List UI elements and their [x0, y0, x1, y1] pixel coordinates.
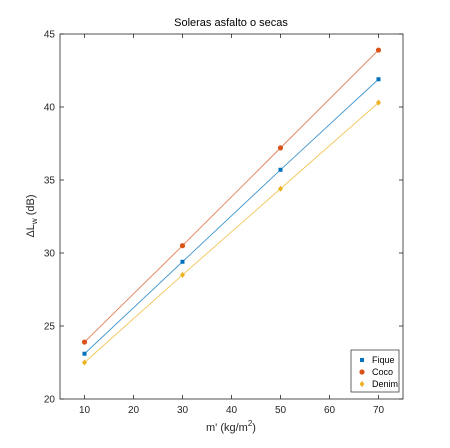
data-point-fique — [180, 259, 185, 264]
x-tick-label: 60 — [324, 405, 336, 416]
legend: Fique Coco Denim — [350, 349, 400, 393]
x-tick-label: 30 — [177, 405, 189, 416]
fit-line-coco — [84, 49, 379, 343]
data-point-denim — [82, 359, 87, 366]
data-point-fique — [278, 167, 283, 172]
x-axis-ticks: 10 20 30 40 50 60 70 — [79, 34, 385, 416]
y-tick-label: 45 — [44, 30, 56, 41]
x-axis-title: m' (kg/m2) — [206, 419, 256, 434]
data-point-fique — [82, 351, 87, 356]
x-tick-label: 70 — [373, 405, 385, 416]
legend-marker-coco — [359, 369, 365, 375]
x-axis-title-main: m' (kg/m — [206, 422, 248, 434]
y-axis-title-main: ΔL — [25, 224, 37, 237]
data-point-denim — [180, 271, 185, 278]
y-tick-label: 25 — [44, 322, 56, 333]
data-point-fique — [376, 77, 381, 82]
data-markers — [81, 47, 382, 366]
y-tick-label: 35 — [44, 176, 56, 187]
y-tick-label: 40 — [44, 103, 56, 114]
plot-area — [59, 33, 404, 400]
x-axis-title-tail: ) — [252, 422, 256, 434]
fit-lines — [84, 49, 379, 363]
y-tick-label: 30 — [44, 249, 56, 260]
chart-title: Soleras asfalto o secas — [174, 17, 288, 29]
legend-box — [350, 349, 400, 393]
fit-line-fique — [84, 78, 379, 355]
fit-line-denim — [84, 102, 379, 363]
legend-marker-fique — [360, 358, 364, 362]
data-point-denim — [376, 99, 381, 106]
y-tick-label: 20 — [44, 395, 56, 406]
legend-label-fique: Fique — [372, 355, 395, 365]
legend-items: Fique Coco Denim — [359, 355, 398, 389]
data-point-coco — [375, 47, 382, 53]
x-tick-label: 40 — [226, 405, 238, 416]
legend-label-denim: Denim — [372, 379, 398, 389]
y-axis-ticks: 20 25 30 35 40 45 — [44, 30, 403, 406]
x-tick-label: 20 — [128, 405, 140, 416]
x-axis-title-sup: 2 — [248, 419, 253, 428]
legend-label-coco: Coco — [372, 367, 393, 377]
data-point-denim — [278, 185, 283, 192]
y-axis-title: ΔLw (dB) — [25, 194, 39, 237]
y-axis-title-sub: w — [30, 218, 39, 225]
data-point-coco — [277, 145, 284, 151]
legend-marker-denim — [359, 381, 365, 387]
data-point-coco — [179, 243, 186, 249]
x-tick-label: 10 — [79, 405, 91, 416]
data-point-coco — [81, 339, 88, 345]
x-tick-label: 50 — [275, 405, 287, 416]
y-axis-title-tail: (dB) — [25, 194, 37, 218]
